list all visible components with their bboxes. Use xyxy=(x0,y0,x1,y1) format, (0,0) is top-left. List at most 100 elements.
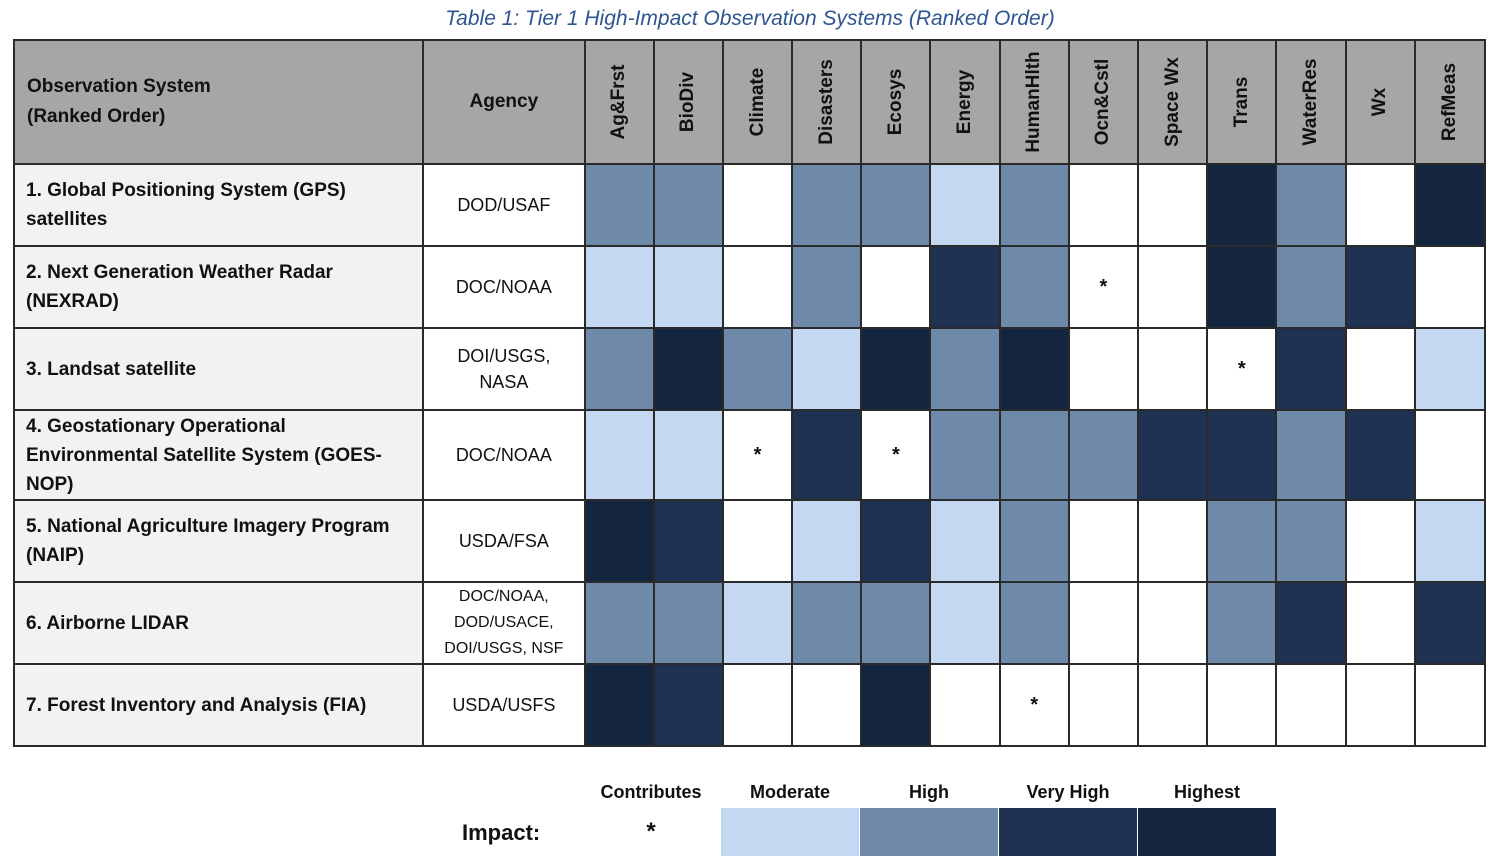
impact-cell xyxy=(1413,581,1487,665)
impact-cell xyxy=(1137,163,1209,247)
impact-cell xyxy=(929,409,1001,501)
contributes-marker: * xyxy=(891,443,900,466)
legend-label-4: Highest xyxy=(1173,782,1240,802)
impact-cell xyxy=(583,409,655,501)
legend-label-2: High xyxy=(909,782,949,802)
impact-cell xyxy=(860,327,932,411)
impact-cell xyxy=(583,163,655,247)
header-col-11: Wx xyxy=(1344,39,1416,165)
legend-title: Impact: xyxy=(462,820,541,845)
contributes-marker: * xyxy=(1237,357,1246,380)
impact-cell: * xyxy=(860,409,932,501)
table-row: 3. Landsat satellite DOI/USGS, NASA * xyxy=(12,327,1487,411)
impact-cell xyxy=(1344,163,1416,247)
system-name-line: (NAIP) xyxy=(26,545,85,566)
header-col-8: Space Wx xyxy=(1137,39,1209,165)
impact-cell xyxy=(929,581,1001,665)
impact-cell xyxy=(583,663,655,747)
header-col-label: Wx xyxy=(1369,87,1391,117)
system-name-line: (NEXRAD) xyxy=(26,291,119,312)
impact-cell xyxy=(1413,499,1487,583)
contributes-marker: * xyxy=(753,443,762,466)
impact-cell xyxy=(998,409,1070,501)
impact-cell xyxy=(1413,245,1487,329)
table-row: 4. Geostationary Operational Environmenta… xyxy=(12,409,1487,501)
header-col-3: Disasters xyxy=(791,39,863,165)
header-col-label: Disasters xyxy=(815,59,837,145)
header-observation-system: Observation System (Ranked Order) xyxy=(12,39,425,165)
header-col-4: Ecosys xyxy=(860,39,932,165)
impact-cell xyxy=(791,327,863,411)
impact-legend: Impact: Contributes * Moderate High Very Hig… xyxy=(0,770,1500,868)
impact-cell xyxy=(1206,245,1278,329)
impact-cell xyxy=(1206,581,1278,665)
impact-cell: * xyxy=(721,409,794,501)
agency-line: DOD/USACE, xyxy=(454,614,554,631)
impact-cell xyxy=(721,327,794,411)
agency-line: DOC/NOAA xyxy=(455,445,552,465)
system-name-line: satellites xyxy=(26,209,108,230)
impact-cell xyxy=(1344,245,1416,329)
system-name-line: 5. National Agriculture Imagery Program xyxy=(26,516,390,537)
legend-swatch-1 xyxy=(721,808,859,856)
impact-cell xyxy=(1413,327,1487,411)
impact-cell xyxy=(583,499,655,583)
header-system-line2: (Ranked Order) xyxy=(27,106,166,127)
impact-cell: * xyxy=(1206,327,1278,411)
impact-cell xyxy=(1137,581,1209,665)
system-name-line: 2. Next Generation Weather Radar xyxy=(26,262,333,283)
impact-cell xyxy=(583,327,655,411)
impact-cell xyxy=(1137,663,1209,747)
header-col-1: BioDiv xyxy=(652,39,724,165)
agency-line: NASA xyxy=(479,372,529,392)
impact-cell xyxy=(791,163,863,247)
header-agency: Agency xyxy=(422,39,586,165)
impact-cell xyxy=(652,163,724,247)
impact-cell xyxy=(652,245,724,329)
legend-label-3: Very High xyxy=(1026,782,1110,802)
contributes-marker: * xyxy=(1030,693,1039,716)
impact-cell xyxy=(929,163,1001,247)
impact-cell xyxy=(721,245,794,329)
impact-cell xyxy=(1067,499,1140,583)
legend-swatch-0: * xyxy=(582,808,720,856)
legend-swatch-3 xyxy=(999,808,1137,856)
header-col-label: WaterRes xyxy=(1300,58,1322,146)
impact-cell xyxy=(1137,245,1209,329)
impact-cell: * xyxy=(998,663,1070,747)
agency-cell: DOC/NOAA, DOD/USACE, DOI/USGS, NSF xyxy=(422,581,586,665)
impact-cell xyxy=(1275,163,1347,247)
impact-cell xyxy=(583,245,655,329)
header-col-9: Trans xyxy=(1206,39,1278,165)
system-name-line: Environmental Satellite System (GOES- xyxy=(26,444,382,466)
impact-cell xyxy=(860,163,932,247)
system-name-line: 7. Forest Inventory and Analysis (FIA) xyxy=(26,694,367,716)
impact-cell xyxy=(1137,327,1209,411)
system-name-line: 4. Geostationary Operational xyxy=(26,415,286,437)
impact-cell xyxy=(998,327,1070,411)
header-col-label: HumanHlth xyxy=(1023,51,1045,153)
header-col-label: Trans xyxy=(1230,76,1252,128)
impact-cell xyxy=(1137,499,1209,583)
impact-cell xyxy=(1206,663,1278,747)
impact-cell xyxy=(652,327,724,411)
header-col-2: Climate xyxy=(721,39,794,165)
system-name-line: 3. Landsat satellite xyxy=(26,358,197,380)
impact-cell xyxy=(1413,409,1487,501)
impact-cell xyxy=(998,499,1070,583)
impact-cell xyxy=(583,581,655,665)
impact-cell xyxy=(929,327,1001,411)
header-system-line1: Observation System xyxy=(27,76,211,97)
impact-cell xyxy=(1344,499,1416,583)
impact-cell xyxy=(721,163,794,247)
impact-cell xyxy=(1413,663,1487,747)
table-row: 6. Airborne LIDAR DOC/NOAA, DOD/USACE, DOI/… xyxy=(12,581,1487,665)
impact-cell xyxy=(1344,409,1416,501)
header-col-label: Ecosys xyxy=(884,68,906,136)
system-name-line: 6. Airborne LIDAR xyxy=(26,612,189,634)
impact-cell xyxy=(929,245,1001,329)
impact-cell xyxy=(998,581,1070,665)
system-name-cell: 1. Global Positioning System (GPS) satell… xyxy=(12,163,425,247)
agency-line: DOC/NOAA xyxy=(455,277,552,297)
impact-cell xyxy=(721,499,794,583)
